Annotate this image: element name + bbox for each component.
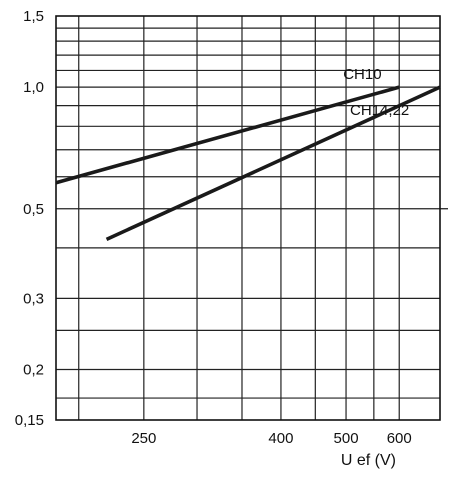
y-tick-label: 0,2 bbox=[23, 362, 44, 379]
series-label-ch10: CH10 bbox=[343, 66, 381, 83]
plot-frame bbox=[55, 15, 448, 421]
x-axis-title: U ef (V) bbox=[341, 452, 396, 469]
y-tick-label: 0,5 bbox=[23, 201, 44, 218]
series-line-1 bbox=[55, 85, 400, 185]
y-tick-label: 1,0 bbox=[23, 79, 44, 96]
series-line-2 bbox=[105, 85, 441, 241]
series-label-ch14-22: CH14,22 bbox=[350, 102, 409, 119]
plot-border bbox=[55, 15, 441, 421]
series-group bbox=[55, 85, 441, 241]
x-tick-label: 400 bbox=[268, 430, 293, 447]
x-tick-label: 250 bbox=[131, 430, 156, 447]
labels-group: 1,5 1,0 0,5 0,3 0,2 0,15 250 400 500 600 CH10 CH14,… bbox=[15, 8, 412, 447]
x-tick-label: 500 bbox=[334, 430, 359, 447]
y-tick-label: 0,15 bbox=[15, 412, 44, 429]
grid bbox=[56, 16, 440, 420]
y-tick-label: 1,5 bbox=[23, 8, 44, 25]
x-tick-label: 600 bbox=[387, 430, 412, 447]
y-tick-label: 0,3 bbox=[23, 290, 44, 307]
